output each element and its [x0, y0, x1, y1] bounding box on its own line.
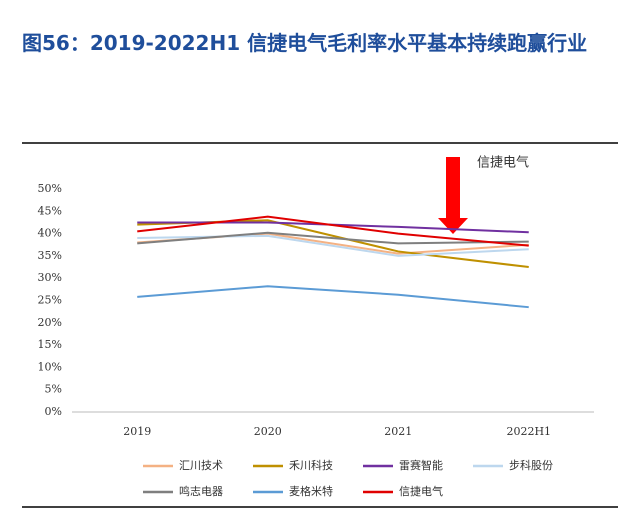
y-tick-label: 30% [38, 271, 62, 284]
y-tick-label: 50% [38, 182, 62, 195]
legend-label: 信捷电气 [399, 484, 443, 498]
series-line [137, 234, 529, 257]
legend-label: 雷赛智能 [399, 458, 443, 472]
x-tick-label: 2020 [254, 425, 282, 438]
y-tick-label: 5% [45, 383, 62, 396]
x-tick-label: 2022H1 [506, 425, 551, 438]
arrow [438, 157, 468, 234]
y-tick-label: 0% [45, 405, 62, 418]
chart-title: 图56：2019-2022H1 信捷电气毛利率水平基本持续跑赢行业 [22, 31, 588, 55]
series-line [137, 231, 529, 245]
y-tick-label: 25% [38, 294, 62, 307]
legend-label: 步科股份 [509, 458, 553, 472]
legend-label: 汇川技术 [179, 459, 223, 472]
series-line [137, 215, 529, 247]
annotation: 信捷电气 [477, 155, 529, 171]
y-tick-label: 10% [38, 360, 62, 373]
y-tick-label: 45% [38, 204, 62, 217]
x-tick-label: 2021 [384, 425, 412, 438]
legend-label: 麦格米特 [289, 484, 333, 498]
y-tick-label: 35% [38, 249, 62, 262]
y-tick-label: 20% [38, 316, 62, 329]
x-tick-label: 2019 [123, 425, 151, 438]
y-tick-label: 15% [38, 338, 62, 351]
y-tick-label: 40% [38, 227, 62, 240]
legend-label: 鸣志电器 [179, 484, 223, 498]
legend-label: 禾川科技 [289, 458, 333, 472]
series-line [137, 285, 529, 309]
